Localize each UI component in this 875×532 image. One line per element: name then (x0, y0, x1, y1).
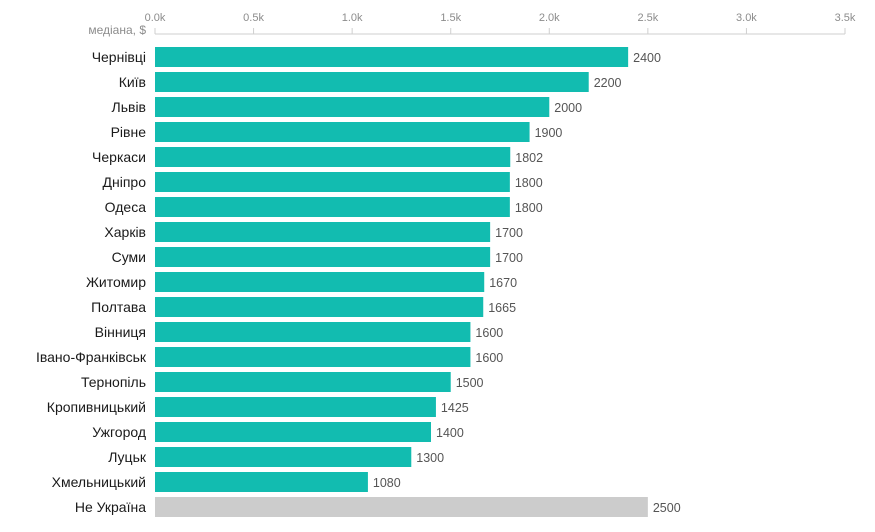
category-label: Дніпро (103, 174, 147, 190)
bars: Чернівці 2400 Київ 2200 Львів 2000 Рівне 1900 Че… (36, 47, 681, 517)
value-label: 1080 (373, 476, 401, 490)
category-label: Вінниця (95, 324, 146, 340)
category-label: Не Україна (75, 499, 146, 515)
bar (155, 72, 589, 92)
bar (155, 397, 436, 417)
value-label: 1800 (515, 176, 543, 190)
bar (155, 322, 471, 342)
category-label: Чернівці (92, 49, 146, 65)
value-label: 1400 (436, 426, 464, 440)
value-label: 1500 (456, 376, 484, 390)
bar (155, 272, 485, 292)
bar (155, 172, 510, 192)
category-label: Київ (119, 74, 146, 90)
category-label: Кропивницький (47, 399, 146, 415)
category-label: Одеса (105, 199, 147, 215)
category-label: Рівне (111, 124, 147, 140)
bar (155, 147, 511, 167)
bar (155, 297, 484, 317)
bar (155, 47, 629, 67)
value-label: 1670 (489, 276, 517, 290)
x-tick-label: 3.5k (835, 12, 856, 24)
bar (155, 372, 451, 392)
axis-unit-label: медіана, $ (88, 23, 146, 37)
value-label: 1665 (488, 301, 516, 315)
value-label: 2200 (594, 76, 622, 90)
value-label: 1425 (441, 401, 469, 415)
value-label: 1300 (416, 451, 444, 465)
category-label: Луцьк (108, 449, 147, 465)
value-label: 1600 (475, 326, 503, 340)
category-label: Ужгород (92, 424, 146, 440)
value-label: 2500 (653, 501, 681, 515)
x-tick-label: 0.5k (243, 12, 264, 24)
x-tick-label: 0.0k (145, 12, 166, 24)
value-label: 1700 (495, 251, 523, 265)
category-label: Львів (112, 99, 146, 115)
value-label: 1802 (515, 151, 543, 165)
category-label: Суми (112, 249, 146, 265)
value-label: 2400 (633, 51, 661, 65)
category-label: Черкаси (92, 149, 146, 165)
bar (155, 347, 471, 367)
value-label: 1800 (515, 201, 543, 215)
bar (155, 447, 412, 467)
category-label: Житомир (86, 274, 146, 290)
category-label: Хмельницький (52, 474, 146, 490)
category-label: Івано-Франківськ (36, 349, 147, 365)
value-label: 1600 (475, 351, 503, 365)
bar (155, 497, 648, 517)
category-label: Полтава (91, 299, 146, 315)
category-label: Тернопіль (81, 374, 146, 390)
x-axis: 0.0k 0.5k 1.0k 1.5k 2.0k 2.5k 3.0k 3.5k (145, 12, 856, 35)
value-label: 2000 (554, 101, 582, 115)
bar (155, 472, 368, 492)
bar (155, 247, 491, 267)
bar (155, 422, 431, 442)
value-label: 1700 (495, 226, 523, 240)
bar (155, 222, 491, 242)
category-label: Харків (104, 224, 146, 240)
x-tick-label: 3.0k (736, 12, 757, 24)
x-tick-label: 1.0k (342, 12, 363, 24)
bar (155, 122, 530, 142)
x-tick-label: 2.0k (539, 12, 560, 24)
bar (155, 197, 510, 217)
bar (155, 97, 550, 117)
value-label: 1900 (535, 126, 563, 140)
x-tick-label: 2.5k (637, 12, 658, 24)
x-tick-label: 1.5k (440, 12, 461, 24)
